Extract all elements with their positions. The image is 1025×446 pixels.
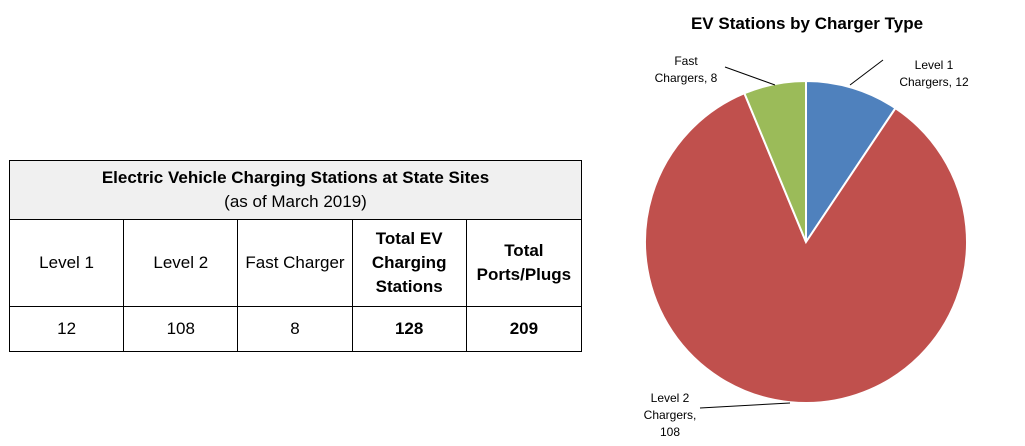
header-total-stations-line2: Charging (371, 253, 447, 272)
header-fast-charger-text: Fast Charger (245, 253, 345, 272)
charging-stations-table: Electric Vehicle Charging Stations at St… (8, 160, 583, 352)
table-title: Electric Vehicle Charging Stations at St… (101, 168, 490, 187)
header-total-ports: Total Ports/Plugs (465, 219, 583, 307)
value-total-ports: 209 (465, 306, 583, 352)
table-title-cell: Electric Vehicle Charging Stations at St… (9, 160, 582, 220)
header-fast-charger: Fast Charger (237, 219, 353, 307)
header-level-2: Level 2 (123, 219, 239, 307)
chart-title: EV Stations by Charger Type (691, 14, 923, 33)
header-total-ports-line1: Total (504, 241, 544, 260)
header-level-1-text: Level 1 (39, 253, 94, 272)
table-subtitle: (as of March 2019) (224, 192, 367, 211)
leader-line-2 (699, 402, 791, 409)
value-total-stations: 128 (351, 306, 467, 352)
leader-line-1 (849, 59, 884, 86)
pie-slice-fast-chargers (743, 79, 807, 243)
pie-slices (644, 79, 968, 404)
header-level-1: Level 1 (8, 219, 125, 307)
slice-label-fast-chargers: Fast Chargers, 8 (655, 54, 718, 85)
header-total-stations: Total EV Charging Stations (351, 219, 467, 307)
pie-slice-level-1-chargers (805, 79, 897, 246)
pie-labels: Level 1 Chargers, 12 Level 2 Chargers, 108 Fa… (644, 54, 969, 439)
value-level-2: 108 (123, 306, 239, 352)
header-level-2-text: Level 2 (153, 253, 209, 272)
header-total-stations-line1: Total EV (375, 229, 443, 248)
header-total-ports-line2: Ports/Plugs (476, 265, 572, 284)
leader-line-3 (724, 66, 776, 86)
pie-slice-level-2-chargers (644, 91, 968, 404)
pie-chart: EV Stations by Charger Type Level 1 Charg… (644, 14, 969, 439)
slice-label-level-2-chargers: Level 2 Chargers, 108 (644, 391, 697, 439)
header-total-stations-line3: Stations (375, 277, 443, 296)
value-level-1: 12 (8, 306, 125, 352)
value-fast-charger: 8 (237, 306, 353, 352)
slice-label-level-1-chargers: Level 1 Chargers, 12 (899, 58, 969, 89)
